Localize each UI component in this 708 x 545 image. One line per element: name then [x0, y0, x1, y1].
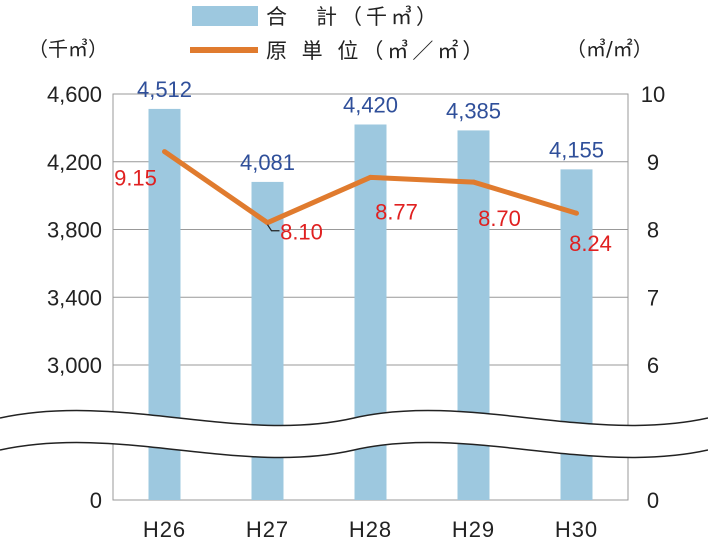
right-tick-label: 10 [641, 82, 665, 107]
bar-value-label: 4,385 [446, 98, 501, 123]
line-point [368, 174, 373, 180]
right-tick-label: 7 [647, 285, 659, 310]
line-value-label: 8.10 [280, 220, 323, 245]
bar-value-label: 4,512 [137, 77, 192, 102]
bar-value-label: 4,081 [240, 150, 295, 175]
left-tick-label: 4,600 [47, 82, 102, 107]
line-value-label: 9.15 [114, 166, 157, 191]
right-tick-label: 6 [647, 353, 659, 378]
line-point [574, 210, 579, 216]
legend: 合 計（千㎥） 原 単 位（㎥／㎡） [190, 5, 487, 63]
axis-break [0, 409, 708, 459]
left-tick-label: 0 [90, 488, 102, 513]
line-value-label: 8.24 [569, 231, 612, 256]
category-label: H28 [349, 517, 392, 542]
line-value-label: 8.77 [375, 199, 418, 224]
category-labels: H26 H27 H28 H29 H30 [143, 517, 598, 542]
bar-value-label: 4,420 [343, 92, 398, 117]
legend-bar-swatch [192, 6, 258, 26]
left-axis-unit: （千㎥） [28, 37, 108, 61]
line-point [471, 179, 476, 185]
right-tick-label: 9 [647, 150, 659, 175]
line-point [265, 220, 270, 226]
left-tick-label: 3,800 [47, 218, 102, 243]
bar-value-label: 4,155 [549, 137, 604, 162]
left-tick-label: 4,200 [47, 150, 102, 175]
left-axis-ticks: 3,000 3,400 3,800 4,200 4,600 0 [47, 82, 102, 513]
category-label: H29 [452, 517, 495, 542]
line-point [162, 149, 167, 155]
line-series [162, 149, 579, 226]
data-labels: 4,512 4,081 4,420 4,385 4,155 9.15 8.10 8.77 8.7… [114, 77, 612, 256]
right-axis-ticks: 6 7 8 9 10 0 [641, 82, 665, 513]
category-label: H30 [555, 517, 598, 542]
legend-bar-label: 合 計（千㎥） [266, 5, 441, 29]
line-value-label: 8.70 [478, 206, 521, 231]
left-tick-label: 3,000 [47, 353, 102, 378]
label-leader-line [267, 224, 280, 232]
left-tick-label: 3,400 [47, 285, 102, 310]
category-label: H26 [143, 517, 186, 542]
legend-line-label: 原 単 位（㎥／㎡） [266, 39, 487, 63]
category-label: H27 [246, 517, 289, 542]
right-axis-unit: （㎥/㎡） [566, 37, 653, 61]
right-tick-label: 0 [647, 488, 659, 513]
right-tick-label: 8 [647, 218, 659, 243]
